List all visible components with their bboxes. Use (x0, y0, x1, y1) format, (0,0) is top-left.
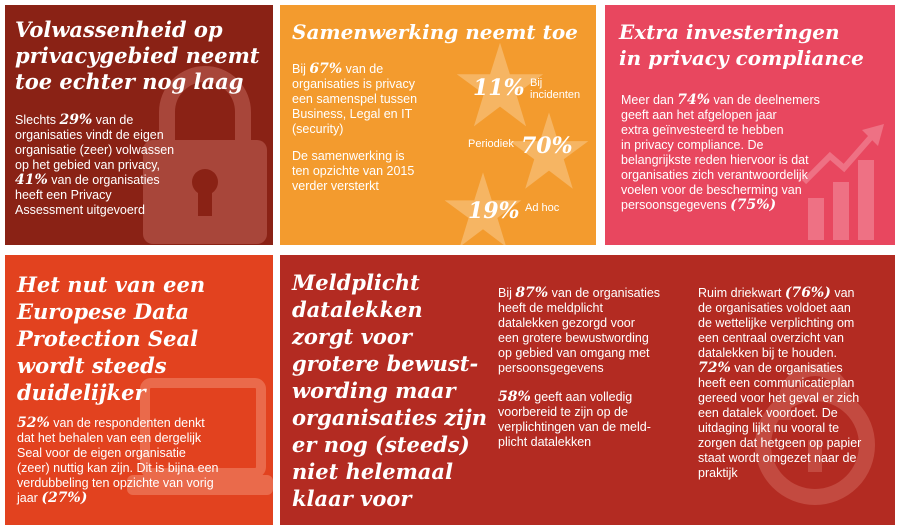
star-periodiek-label: Periodiek (468, 138, 514, 150)
stat-29-percent: 29% (59, 112, 93, 128)
star-periodiek-value: 70% (521, 133, 573, 159)
stat-41-percent: 41% (15, 172, 48, 188)
tile-extra-investments: Extra investeringen in privacy complianc… (605, 5, 895, 245)
star-incidenten-value: 11% (473, 75, 525, 101)
star-adhoc-value: 19% (468, 198, 520, 224)
tile-data-protection-seal-body: 52% van de respondenten denkt dat het be… (17, 415, 219, 506)
tile-data-breach-column-1: Bij 87% van de organisaties heeft de mel… (498, 285, 661, 450)
star-icon (509, 112, 589, 189)
stat-76-percent: (76%) (784, 285, 831, 301)
star-icon (444, 172, 522, 245)
tile-privacy-maturity-heading: Volwassenheid op privacygebied neemt toe… (15, 17, 260, 94)
stat-67-percent: 67% (309, 61, 343, 77)
tile-data-protection-seal: Het nut van een Europese Data Protection… (5, 255, 273, 525)
stat-27-percent: (27%) (41, 490, 88, 506)
tile-collaboration-body: Bij 67% van de organisaties is privacy e… (292, 61, 418, 194)
padlock-icon (143, 66, 267, 244)
tile-data-breach-column-2: Ruim driekwart (76%) van de organisaties… (698, 285, 862, 481)
tile-data-breach-notification: Meldplicht datalekken zorgt voor grotere… (280, 255, 895, 525)
lock-outline-icon (755, 364, 875, 505)
tile-data-protection-seal-heading: Het nut van een Europese Data Protection… (17, 272, 206, 405)
star-icon (456, 42, 544, 127)
tile-extra-investments-heading: Extra investeringen in privacy complianc… (619, 20, 864, 70)
stat-75-percent: (75%) (730, 197, 777, 213)
stat-52-percent: 52% (17, 415, 50, 431)
tile-collaboration: Samenwerking neemt toe Bij 67% van de or… (280, 5, 596, 245)
tile-privacy-maturity: Volwassenheid op privacygebied neemt toe… (5, 5, 273, 245)
tile-extra-investments-body: Meer dan 74% van de deelnemers geeft aan… (621, 92, 820, 213)
laptop-icon (127, 378, 273, 495)
tile-data-breach-notification-heading: Meldplicht datalekken zorgt voor grotere… (292, 270, 487, 511)
rising-bar-chart-icon (801, 124, 884, 240)
star-incidenten-label: Bij incidenten (530, 77, 581, 101)
stat-87-percent: 87% (515, 285, 549, 301)
tile-privacy-maturity-body: Slechts 29% van de organisaties vindt de… (15, 112, 175, 218)
tile-collaboration-heading: Samenwerking neemt toe (292, 20, 578, 44)
stat-72-percent: 72% (698, 360, 731, 376)
stat-58-percent: 58% (498, 389, 531, 405)
stat-74-percent: 74% (677, 92, 711, 108)
star-adhoc-label: Ad hoc (525, 202, 560, 214)
